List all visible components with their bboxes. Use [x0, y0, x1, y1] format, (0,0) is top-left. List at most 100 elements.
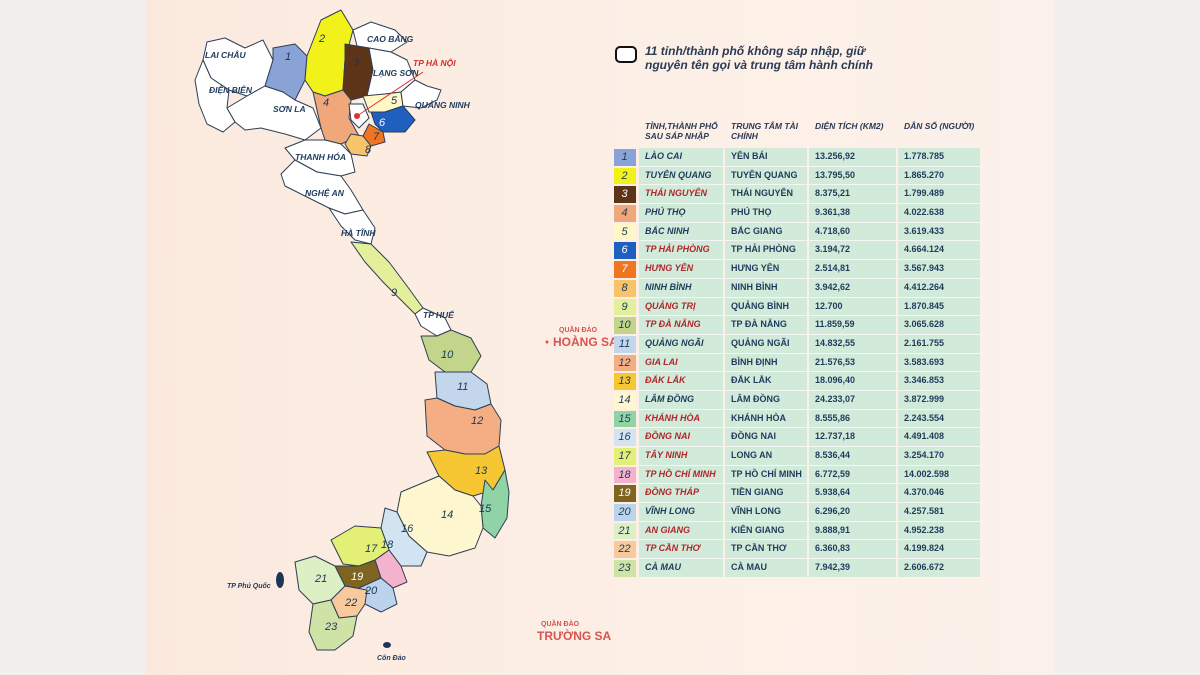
- row-number-cell: 7: [612, 260, 637, 279]
- label-nghe-an: NGHỆ AN: [305, 187, 345, 198]
- row-color-swatch: 2: [613, 167, 636, 185]
- table-row[interactable]: 16 ĐỒNG NAI ĐỒNG NAI 12.737,18 4.491.408: [612, 428, 982, 447]
- table-row[interactable]: 22 TP CẦN THƠ TP CẦN THƠ 6.360,83 4.199.824: [612, 540, 982, 560]
- area-value: 24.233,07: [809, 390, 896, 410]
- table-row[interactable]: 17 TÂY NINH LONG AN 8.536,44 3.254.170: [612, 447, 982, 466]
- poster: LAI CHÂU CAO BẰNG LẠNG SƠN TP HÀ NỘI ĐIỆ…: [145, 0, 1055, 675]
- row-number-cell: 11: [612, 335, 637, 354]
- vietnam-map: LAI CHÂU CAO BẰNG LẠNG SƠN TP HÀ NỘI ĐIỆ…: [145, 0, 645, 675]
- table-row[interactable]: 11 QUẢNG NGÃI QUẢNG NGÃI 14.832,55 2.161.755: [612, 334, 982, 354]
- table-row[interactable]: 2 TUYÊN QUANG TUYÊN QUANG 13.795,50 1.865.27…: [612, 166, 982, 186]
- region-12[interactable]: [424, 397, 502, 455]
- label-tp-ha-noi: TP HÀ NỘI: [413, 57, 456, 68]
- region-9[interactable]: [350, 241, 424, 315]
- region-23[interactable]: [308, 599, 358, 651]
- population-value: 2.606.672: [898, 559, 980, 578]
- population-value: 3.254.170: [898, 447, 980, 466]
- table-header: TỈNH,THÀNH PHỐ SAU SÁP NHẬP TRUNG TÂM TÀ…: [612, 118, 982, 148]
- table-row[interactable]: 4 PHÚ THỌ PHÚ THỌ 9.361,38 4.022.638: [612, 204, 982, 223]
- area-value: 13.256,92: [809, 148, 896, 167]
- region-7[interactable]: [362, 123, 386, 147]
- population-value: 4.199.824: [898, 540, 980, 560]
- region-thanh-hoa[interactable]: [284, 139, 356, 177]
- row-color-swatch: 15: [613, 410, 636, 428]
- region-number-15: 15: [479, 503, 492, 515]
- province-name: ĐỒNG THÁP: [639, 484, 723, 504]
- row-number-cell: 17: [612, 447, 637, 466]
- region-quang-ninh[interactable]: [400, 79, 442, 109]
- table-row[interactable]: 20 VĨNH LONG VĨNH LONG 6.296,20 4.257.581: [612, 503, 982, 522]
- population-value: 4.257.581: [898, 503, 980, 522]
- legend-swatch: [615, 46, 637, 63]
- population-value: 3.619.433: [898, 222, 980, 242]
- table-row[interactable]: 13 ĐẮK LẮK ĐẮK LẮK 18.096,40 3.346.853: [612, 372, 982, 391]
- area-value: 2.514,81: [809, 260, 896, 279]
- header-province: TỈNH,THÀNH PHỐ SAU SÁP NHẬP: [645, 121, 718, 141]
- row-color-swatch: 3: [613, 186, 636, 204]
- province-name: ĐẮK LẮK: [639, 372, 723, 391]
- row-number-cell: 21: [612, 522, 637, 541]
- table-row[interactable]: 10 TP ĐÀ NẴNG TP ĐÀ NẴNG 11.859,59 3.065.628: [612, 316, 982, 335]
- admin-center: HƯNG YÊN: [725, 260, 807, 279]
- admin-center: LÂM ĐỒNG: [725, 390, 807, 410]
- table-row[interactable]: 21 AN GIANG KIÊN GIANG 9.888,91 4.952.238: [612, 521, 982, 541]
- population-value: 4.952.238: [898, 521, 980, 541]
- province-name: TP HỒ CHÍ MINH: [639, 465, 723, 485]
- admin-center: YÊN BÁI: [725, 148, 807, 167]
- table-row[interactable]: 14 LÂM ĐỒNG LÂM ĐỒNG 24.233,07 3.872.999: [612, 390, 982, 410]
- region-number-4: 4: [323, 97, 329, 109]
- header-population: DÂN SỐ (NGƯỜI): [904, 121, 975, 131]
- admin-center: QUẢNG BÌNH: [725, 297, 807, 317]
- table-row[interactable]: 23 CÀ MAU CÀ MAU 7.942,39 2.606.672: [612, 559, 982, 578]
- admin-center: TP HỒ CHÍ MINH: [725, 465, 807, 485]
- population-value: 4.022.638: [898, 204, 980, 223]
- label-cao-bang: CAO BẰNG: [367, 34, 414, 44]
- label-lang-son: LẠNG SƠN: [373, 68, 419, 78]
- row-number-cell: 9: [612, 298, 637, 317]
- population-value: 3.567.943: [898, 260, 980, 279]
- region-10[interactable]: [420, 329, 482, 373]
- row-color-swatch: 9: [613, 298, 636, 316]
- area-value: 14.832,55: [809, 334, 896, 354]
- admin-center: TUYÊN QUANG: [725, 166, 807, 186]
- row-color-swatch: 19: [613, 485, 636, 503]
- table-row[interactable]: 9 QUẢNG TRỊ QUẢNG BÌNH 12.700 1.870.845: [612, 297, 982, 317]
- region-number-2: 2: [318, 33, 325, 45]
- table-row[interactable]: 5 BẮC NINH BẮC GIANG 4.718,60 3.619.433: [612, 222, 982, 242]
- table-row[interactable]: 8 NINH BÌNH NINH BÌNH 3.942,62 4.412.264: [612, 278, 982, 298]
- table-row[interactable]: 3 THÁI NGUYÊN THÁI NGUYÊN 8.375,21 1.799.489: [612, 185, 982, 205]
- admin-center: TP HẢI PHÒNG: [725, 241, 807, 261]
- province-table: TỈNH,THÀNH PHỐ SAU SÁP NHẬP TRUNG TÂM TÀ…: [612, 118, 982, 578]
- region-ha-tinh[interactable]: [328, 207, 376, 245]
- label-quang-ninh: QUẢNG NINH: [415, 99, 471, 110]
- table-row[interactable]: 12 GIA LAI BÌNH ĐỊNH 21.576,53 3.583.693: [612, 353, 982, 373]
- area-value: 6.360,83: [809, 540, 896, 560]
- row-number-cell: 6: [612, 241, 637, 260]
- table-row[interactable]: 7 HƯNG YÊN HƯNG YÊN 2.514,81 3.567.943: [612, 260, 982, 279]
- legend: 11 tỉnh/thành phố không sáp nhập, giữ ng…: [615, 44, 875, 72]
- row-number-cell: 1: [612, 148, 637, 167]
- region-number-19: 19: [351, 571, 363, 583]
- region-dien-bien[interactable]: [194, 59, 236, 133]
- header-center: TRUNG TÂM TÀI CHÍNH: [731, 121, 799, 141]
- table-row[interactable]: 15 KHÁNH HÒA KHÁNH HÒA 8.555,86 2.243.554: [612, 409, 982, 429]
- area-value: 7.942,39: [809, 559, 896, 578]
- population-value: 3.346.853: [898, 372, 980, 391]
- row-color-swatch: 20: [613, 504, 636, 521]
- table-row[interactable]: 18 TP HỒ CHÍ MINH TP HỒ CHÍ MINH 6.772,59 14…: [612, 465, 982, 485]
- table-row[interactable]: 1 LÀO CAI YÊN BÁI 13.256,92 1.778.785: [612, 148, 982, 167]
- region-1[interactable]: [264, 43, 308, 101]
- hoang-sa-small-label: QUẦN ĐẢO: [559, 324, 598, 334]
- table-row[interactable]: 19 ĐỒNG THÁP TIỀN GIANG 5.938,64 4.370.046: [612, 484, 982, 504]
- region-6[interactable]: [370, 105, 416, 133]
- province-name: QUẢNG NGÃI: [639, 334, 723, 354]
- province-name: TUYÊN QUANG: [639, 166, 723, 186]
- province-name: LÀO CAI: [639, 148, 723, 167]
- province-name: NINH BÌNH: [639, 278, 723, 298]
- table-row[interactable]: 6 TP HẢI PHÒNG TP HẢI PHÒNG 3.194,72 4.664.1…: [612, 241, 982, 261]
- admin-center: BẮC GIANG: [725, 222, 807, 242]
- population-value: 1.870.845: [898, 297, 980, 317]
- area-value: 9.361,38: [809, 204, 896, 223]
- population-value: 2.243.554: [898, 409, 980, 429]
- region-8[interactable]: [344, 133, 372, 157]
